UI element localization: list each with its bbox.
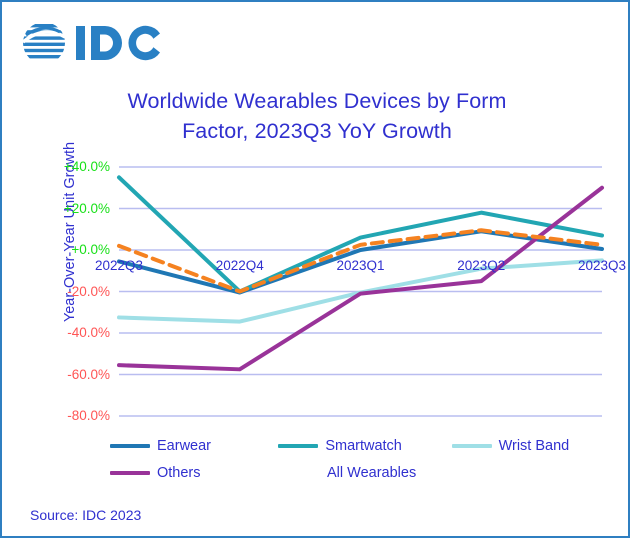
legend-item-earwear[interactable]: Earwear	[110, 438, 278, 454]
legend-swatch-icon	[110, 470, 150, 475]
idc-logo-svg	[21, 24, 160, 61]
y-axis-ticks: +40.0% +20.0% +0.0% -20.0% -40.0% -60.0% -80.0…	[32, 2, 110, 536]
y-tick-label: +0.0%	[71, 242, 110, 257]
title-line-1: Worldwide Wearables Devices by Form	[127, 89, 507, 113]
x-tick-label-2023Q1: 2023Q1	[336, 258, 385, 273]
legend-label: All Wearables	[327, 464, 417, 481]
series-line-all-wearables	[117, 228, 604, 294]
legend-label: Smartwatch	[325, 437, 402, 454]
legend-label: Wrist Band	[498, 437, 570, 454]
y-tick-label: -40.0%	[67, 325, 110, 340]
legend-item-smartwatch[interactable]: Smartwatch	[278, 438, 451, 454]
legend-item-others[interactable]: Others	[110, 465, 280, 481]
series-line-earwear	[117, 229, 604, 295]
legend-label: Earwear	[157, 437, 211, 454]
legend-row: Others All Wearables	[110, 459, 610, 486]
y-tick-label: +20.0%	[63, 200, 110, 216]
x-tick-label-2022Q4: 2022Q4	[215, 258, 264, 273]
title-line-2: Factor, 2023Q3 YoY Growth	[182, 119, 452, 143]
idc-wordmark	[76, 25, 160, 61]
y-tick-label: +40.0%	[63, 159, 110, 174]
source-note: Source: IDC 2023	[30, 507, 142, 523]
legend-row: Earwear Smartwatch Wrist Band	[110, 432, 610, 459]
y-tick-label: -60.0%	[67, 366, 110, 382]
series-line-others	[117, 185, 604, 372]
x-tick-label-2023Q3: 2023Q3	[577, 258, 627, 273]
legend-item-all-wearables[interactable]: All Wearables	[280, 465, 455, 481]
y-tick-label: -80.0%	[67, 408, 110, 423]
page-title: Worldwide Wearables Devices by Form Fact…	[62, 86, 572, 146]
legend-swatch-icon	[280, 471, 320, 475]
legend-label: Others	[157, 464, 201, 481]
chart-legend: Earwear Smartwatch Wrist Band Others All Wea…	[110, 432, 610, 486]
legend-swatch-icon	[278, 443, 319, 448]
legend-swatch-icon	[110, 443, 150, 448]
series-line-smartwatch	[117, 175, 604, 294]
y-tick-label: -20.0%	[67, 283, 110, 299]
x-tick-label-2022Q3: 2022Q3	[94, 258, 144, 273]
x-tick-label-2023Q2: 2023Q2	[457, 258, 506, 273]
globe-icon	[21, 24, 66, 59]
legend-swatch-icon	[451, 443, 492, 448]
series-lines	[117, 175, 604, 372]
idc-logo	[20, 18, 180, 68]
legend-item-wrist-band[interactable]: Wrist Band	[451, 437, 610, 454]
